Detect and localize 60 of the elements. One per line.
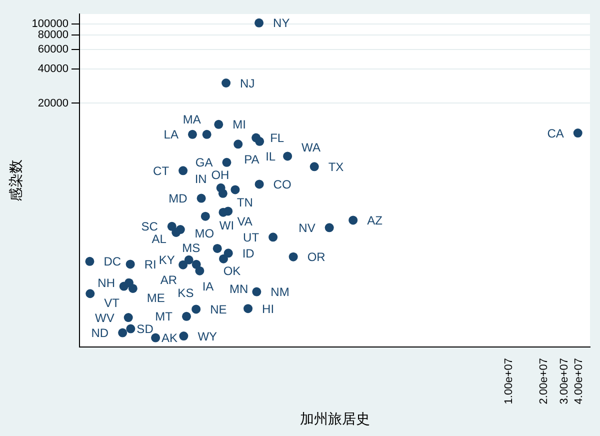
annotation: VA [237,214,252,229]
x-axis-title: 加州旅居史 [300,410,370,426]
annotation: NE [210,302,227,317]
annotation: IA [202,280,214,294]
annotation: KS [178,286,194,300]
annotation: NM [270,285,290,300]
annotation: NH [98,276,116,290]
annotation: NV [298,220,316,235]
annotation: MO [194,226,214,241]
annotation: WI [219,218,234,233]
annotation: RI [144,258,156,272]
annotation: WY [198,329,218,344]
y-tick-label: 100000 [32,18,69,30]
y-tick-label: 20000 [38,97,69,110]
annotation: MA [182,112,201,127]
annotation: MN [230,282,248,296]
annotation: MI [232,118,246,132]
y-axis-title: 感染数 [7,160,24,202]
annotation: TX [328,160,344,174]
annotation: LA [164,128,178,142]
y-tick-label: 60000 [38,43,69,56]
x-tick-label: 3.00e+07 [558,358,570,404]
annotation: WV [95,310,114,325]
annotation: UT [243,230,260,244]
annotation: OH [211,168,230,182]
x-tick-label: 1.00e+07 [502,358,515,404]
x-tick-label: 2.00e+07 [538,358,550,404]
annotation: NY [273,16,290,30]
annotation: NJ [240,76,255,90]
annotation: DC [104,254,122,269]
annotation: FL [270,131,284,146]
annotation: WA [302,140,320,155]
annotation: AK [162,331,178,346]
annotation: AR [160,273,178,288]
x-tick-label: 4.00e+07 [572,358,585,404]
annotation: OR [307,250,326,264]
annotation: SD [136,322,154,336]
annotation: MS [182,240,200,255]
annotation: SC [141,220,158,234]
annotation: KY [158,253,175,268]
annotation: HI [262,302,274,316]
annotation: ME [146,290,165,305]
annotation: CA [547,126,564,140]
annotation: IN [194,172,207,186]
annotation: PA [244,152,260,166]
annotation: MT [155,310,174,324]
annotation: AL [152,232,167,246]
annotation: OK [223,264,241,278]
annotation: TN [236,196,253,210]
annotation: IL [266,150,276,164]
annotation: GA [195,156,213,170]
annotation: VT [104,296,120,310]
y-tick-label: 40000 [38,63,69,76]
annotation: AZ [367,214,382,228]
annotation: CO [273,178,292,192]
annotation: ID [242,246,255,260]
annotation: CT [153,164,170,178]
annotation: MD [168,192,188,206]
annotation: ND [91,326,109,340]
y-tick-label: 80000 [38,29,69,42]
